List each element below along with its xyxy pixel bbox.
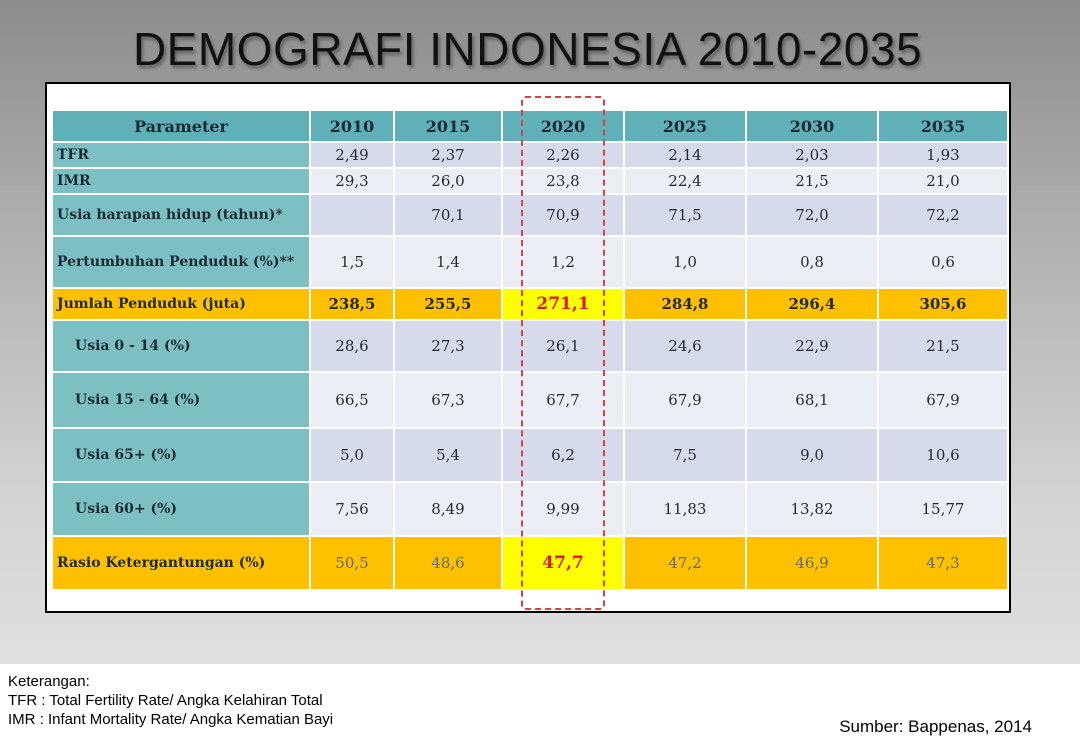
cell-value: 296,4	[745, 287, 879, 321]
row-label: Usia 15 - 64 (%)	[51, 371, 311, 429]
demographics-table: Parameter 2010 2015 2020 2025 2030 2035 …	[51, 109, 1009, 591]
table-row-population-growth: Pertumbuhan Penduduk (%)** 1,5 1,4 1,2 1…	[51, 235, 1009, 289]
table-row-age-60-plus: Usia 60+ (%) 7,56 8,49 9,99 11,83 13,82 …	[51, 481, 1009, 537]
cell-value: 1,5	[309, 235, 395, 289]
cell-value: 255,5	[393, 287, 503, 321]
cell-value: 2,03	[745, 141, 879, 169]
table-row-imr: IMR 29,3 26,0 23,8 22,4 21,5 21,0	[51, 167, 1009, 195]
cell-value: 21,5	[745, 167, 879, 195]
row-label: Pertumbuhan Penduduk (%)**	[51, 235, 311, 289]
cell-value: 47,2	[623, 535, 747, 591]
cell-value: 67,3	[393, 371, 503, 429]
cell-value: 26,1	[501, 319, 625, 373]
cell-value: 23,8	[501, 167, 625, 195]
row-label: Usia 0 - 14 (%)	[51, 319, 311, 373]
cell-value: 68,1	[745, 371, 879, 429]
cell-value: 48,6	[393, 535, 503, 591]
col-header-2035: 2035	[877, 109, 1009, 143]
cell-value: 71,5	[623, 193, 747, 237]
slide-title: DEMOGRAFI INDONESIA 2010-2035	[132, 23, 923, 75]
cell-value: 5,0	[309, 427, 395, 483]
cell-value: 46,9	[745, 535, 879, 591]
row-label: Usia harapan hidup (tahun)*	[51, 193, 311, 237]
cell-value: 13,82	[745, 481, 879, 537]
cell-value: 22,4	[623, 167, 747, 195]
table-row-total-population: Jumlah Penduduk (juta) 238,5 255,5 271,1…	[51, 287, 1009, 321]
cell-value: 0,6	[877, 235, 1009, 289]
footer-panel: Keterangan: TFR : Total Fertility Rate/ …	[0, 664, 1080, 743]
table-row-age-15-64: Usia 15 - 64 (%) 66,5 67,3 67,7 67,9 68,…	[51, 371, 1009, 429]
col-header-2025: 2025	[623, 109, 747, 143]
cell-value: 15,77	[877, 481, 1009, 537]
row-label: Rasio Ketergantungan (%)	[51, 535, 311, 591]
cell-value: 29,3	[309, 167, 395, 195]
cell-value: 27,3	[393, 319, 503, 373]
cell-value: 67,9	[877, 371, 1009, 429]
cell-value: 72,2	[877, 193, 1009, 237]
col-header-2010: 2010	[309, 109, 395, 143]
col-header-2015: 2015	[393, 109, 503, 143]
cell-value: 284,8	[623, 287, 747, 321]
cell-value: 22,9	[745, 319, 879, 373]
row-label: Usia 65+ (%)	[51, 427, 311, 483]
table-row-age-65-plus: Usia 65+ (%) 5,0 5,4 6,2 7,5 9,0 10,6	[51, 427, 1009, 483]
table-row-life-expectancy: Usia harapan hidup (tahun)* 70,1 70,9 71…	[51, 193, 1009, 237]
row-label: IMR	[51, 167, 311, 195]
table-row-age-0-14: Usia 0 - 14 (%) 28,6 27,3 26,1 24,6 22,9…	[51, 319, 1009, 373]
cell-value: 2,14	[623, 141, 747, 169]
cell-value: 1,93	[877, 141, 1009, 169]
cell-value: 7,5	[623, 427, 747, 483]
table-row-tfr: TFR 2,49 2,37 2,26 2,14 2,03 1,93	[51, 141, 1009, 169]
cell-value: 2,26	[501, 141, 625, 169]
cell-value: 5,4	[393, 427, 503, 483]
row-label: Jumlah Penduduk (juta)	[51, 287, 311, 321]
notes-tfr: TFR : Total Fertility Rate/ Angka Kelahi…	[8, 692, 323, 709]
cell-value-highlighted: 271,1	[501, 287, 625, 321]
cell-value: 11,83	[623, 481, 747, 537]
row-label: TFR	[51, 141, 311, 169]
cell-value: 67,7	[501, 371, 625, 429]
cell-value: 10,6	[877, 427, 1009, 483]
notes-imr: IMR : Infant Mortality Rate/ Angka Kemat…	[8, 711, 334, 728]
cell-value: 47,3	[877, 535, 1009, 591]
cell-value: 70,9	[501, 193, 625, 237]
row-label: Usia 60+ (%)	[51, 481, 311, 537]
cell-value-highlighted: 47,7	[501, 535, 625, 591]
col-header-2020: 2020	[501, 109, 625, 143]
cell-value: 72,0	[745, 193, 879, 237]
table-header-row: Parameter 2010 2015 2020 2025 2030 2035	[51, 109, 1009, 143]
cell-value: 66,5	[309, 371, 395, 429]
cell-value: 67,9	[623, 371, 747, 429]
notes-heading: Keterangan:	[8, 673, 90, 690]
cell-value	[309, 193, 395, 237]
cell-value: 1,0	[623, 235, 747, 289]
cell-value: 0,8	[745, 235, 879, 289]
cell-value: 21,0	[877, 167, 1009, 195]
cell-value: 28,6	[309, 319, 395, 373]
cell-value: 26,0	[393, 167, 503, 195]
table-row-dependency-ratio: Rasio Ketergantungan (%) 50,5 48,6 47,7 …	[51, 535, 1009, 591]
cell-value: 238,5	[309, 287, 395, 321]
cell-value: 2,49	[309, 141, 395, 169]
col-header-2030: 2030	[745, 109, 879, 143]
cell-value: 50,5	[309, 535, 395, 591]
source-citation: Sumber: Bappenas, 2014	[839, 717, 1032, 736]
cell-value: 70,1	[393, 193, 503, 237]
col-header-parameter: Parameter	[51, 109, 311, 143]
cell-value: 24,6	[623, 319, 747, 373]
cell-value: 9,0	[745, 427, 879, 483]
cell-value: 1,4	[393, 235, 503, 289]
table-frame: Parameter 2010 2015 2020 2025 2030 2035 …	[45, 82, 1011, 613]
cell-value: 7,56	[309, 481, 395, 537]
cell-value: 2,37	[393, 141, 503, 169]
cell-value: 1,2	[501, 235, 625, 289]
cell-value: 6,2	[501, 427, 625, 483]
cell-value: 8,49	[393, 481, 503, 537]
cell-value: 9,99	[501, 481, 625, 537]
notes-block: Keterangan: TFR : Total Fertility Rate/ …	[8, 672, 333, 729]
cell-value: 305,6	[877, 287, 1009, 321]
cell-value: 21,5	[877, 319, 1009, 373]
